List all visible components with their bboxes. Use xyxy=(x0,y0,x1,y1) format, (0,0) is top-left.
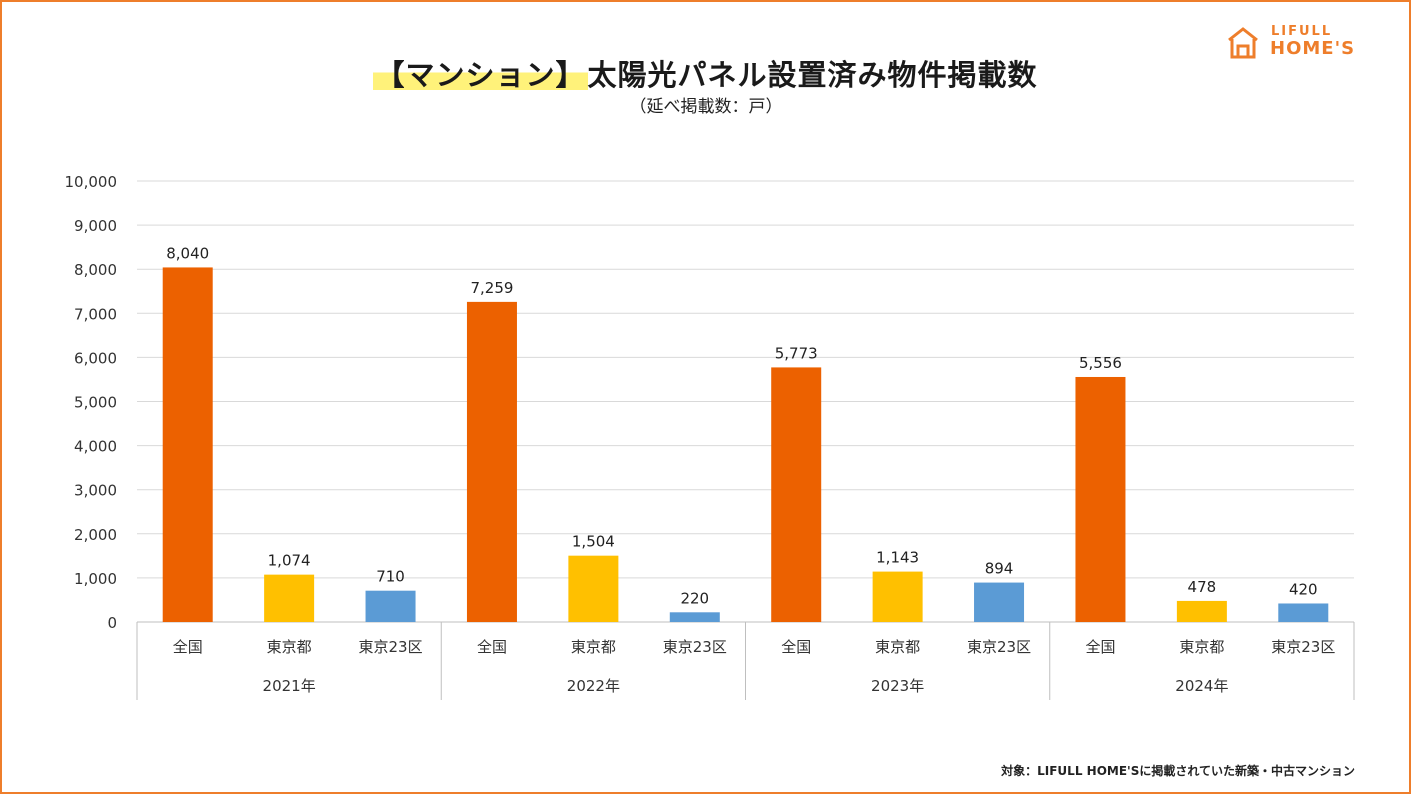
category-label: 東京23区 xyxy=(663,638,727,656)
bar xyxy=(466,301,517,622)
title-text: 太陽光パネル設置済み物件掲載数 xyxy=(587,58,1038,92)
group-label: 2024年 xyxy=(1175,677,1228,695)
bar xyxy=(872,571,923,622)
y-tick-label: 9,000 xyxy=(74,217,117,235)
data-label: 1,504 xyxy=(572,533,615,551)
title-highlight: 【マンション】 xyxy=(373,58,588,92)
y-tick-label: 6,000 xyxy=(74,349,117,367)
category-label: 東京23区 xyxy=(967,638,1031,656)
logo-line2: HOME'S xyxy=(1270,38,1356,59)
house-icon xyxy=(1228,27,1258,59)
data-label: 5,556 xyxy=(1079,354,1122,372)
y-tick-label: 5,000 xyxy=(74,394,117,412)
data-label: 710 xyxy=(376,568,405,586)
data-label: 478 xyxy=(1188,578,1217,596)
category-label: 東京都 xyxy=(1179,638,1224,656)
logo-line1: LIFULL xyxy=(1271,24,1333,39)
data-label: 8,040 xyxy=(166,244,209,262)
category-label: 全国 xyxy=(477,638,507,656)
category-label: 東京都 xyxy=(267,638,312,656)
chart-subtitle: （延べ掲載数：戸） xyxy=(629,97,783,117)
data-label: 894 xyxy=(985,560,1014,578)
footnote: 対象：LIFULL HOME'Sに掲載されていた新築・中古マンション xyxy=(1001,764,1355,778)
category-label: 東京23区 xyxy=(358,638,422,656)
group-label: 2021年 xyxy=(263,677,316,695)
data-label: 1,074 xyxy=(268,552,311,570)
data-label: 1,143 xyxy=(876,549,919,567)
bar xyxy=(771,367,822,622)
category-label: 全国 xyxy=(1085,638,1115,656)
bar xyxy=(365,590,416,622)
y-tick-label: 4,000 xyxy=(74,438,117,456)
data-label: 420 xyxy=(1289,580,1318,598)
bar xyxy=(264,574,315,622)
y-tick-label: 8,000 xyxy=(74,261,117,279)
bar xyxy=(162,267,213,622)
category-label: 全国 xyxy=(781,638,811,656)
bar xyxy=(974,582,1025,622)
data-label: 5,773 xyxy=(775,344,818,362)
y-tick-label: 7,000 xyxy=(74,305,117,323)
category-label: 東京都 xyxy=(571,638,616,656)
data-label: 220 xyxy=(680,589,709,607)
bar xyxy=(669,612,720,622)
y-tick-label: 3,000 xyxy=(74,482,117,500)
bar xyxy=(1075,376,1126,622)
group-label: 2022年 xyxy=(567,677,620,695)
bar xyxy=(1278,603,1329,622)
y-tick-label: 1,000 xyxy=(74,570,117,588)
chart-title: 【マンション】太陽光パネル設置済み物件掲載数 xyxy=(0,52,1411,94)
category-label: 東京都 xyxy=(875,638,920,656)
y-tick-label: 2,000 xyxy=(74,526,117,544)
lifull-homes-logo: LIFULL HOME'S xyxy=(1226,24,1366,64)
y-tick-label: 0 xyxy=(107,614,117,632)
bar xyxy=(568,555,619,622)
y-tick-label: 10,000 xyxy=(65,173,118,191)
group-label: 2023年 xyxy=(871,677,924,695)
data-label: 7,259 xyxy=(470,279,513,297)
category-label: 全国 xyxy=(173,638,203,656)
bar xyxy=(1176,600,1227,622)
category-label: 東京23区 xyxy=(1271,638,1335,656)
